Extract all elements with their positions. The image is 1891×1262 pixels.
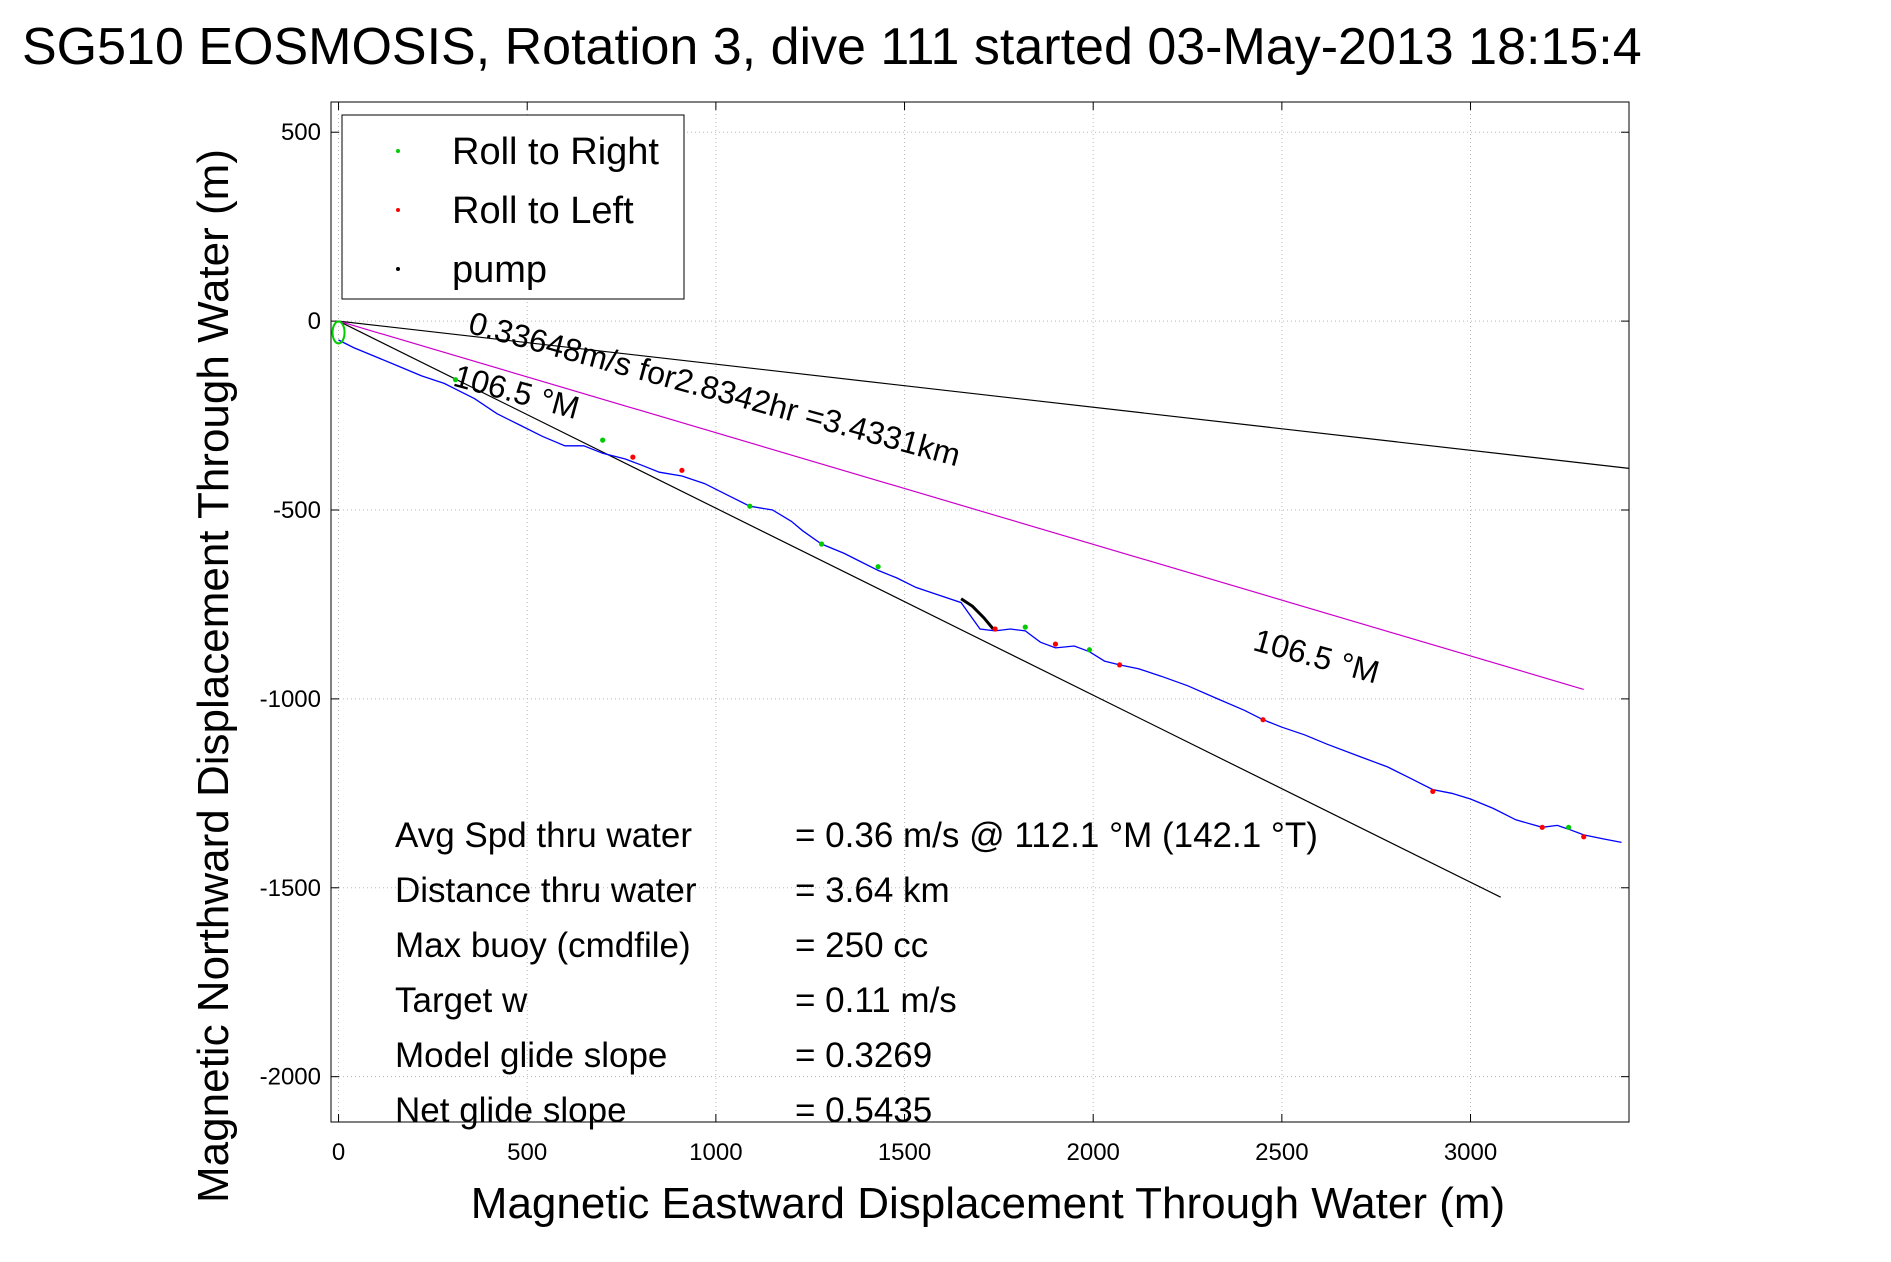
roll-left-point xyxy=(1539,824,1545,830)
y-axis-label: Magnetic Northward Displacement Through … xyxy=(189,149,238,1203)
roll-left-point xyxy=(1581,834,1587,840)
legend-entry-label: pump xyxy=(452,249,547,291)
tick-layer: 0 500 1000 1500 2000 2500 3000 500 0 -500 -1000 -15… xyxy=(260,102,1629,1166)
y-tick-label: 0 xyxy=(308,308,321,335)
x-tick-label: 500 xyxy=(507,1139,547,1166)
stat-label: Net glide slope xyxy=(395,1091,627,1130)
y-tick-label: -1000 xyxy=(260,686,321,713)
stat-value: = 0.3269 xyxy=(795,1036,932,1075)
x-axis-label: Magnetic Eastward Displacement Through W… xyxy=(471,1179,1505,1228)
roll-left-point xyxy=(630,454,636,460)
legend-entry-label: Roll to Right xyxy=(452,131,659,173)
plot-frame xyxy=(330,101,1630,1123)
roll-right-point xyxy=(1022,624,1028,630)
roll-left-point xyxy=(679,467,685,473)
glider-track-line xyxy=(338,339,1622,844)
stat-value: = 250 cc xyxy=(795,926,928,965)
y-tick-label: -1500 xyxy=(260,875,321,902)
heading-line-shallow xyxy=(338,320,1630,469)
start-marker xyxy=(331,320,346,345)
y-tick-label: -2000 xyxy=(260,1064,321,1091)
legend: Roll to Right Roll to Left pump xyxy=(341,114,685,300)
roll-left-point xyxy=(1117,662,1123,668)
legend-marker xyxy=(396,267,400,271)
legend-marker xyxy=(396,208,400,212)
roll-left-point xyxy=(1052,641,1059,647)
x-tick-label: 3000 xyxy=(1444,1139,1497,1166)
roll-left-point xyxy=(1430,788,1436,795)
stat-label: Avg Spd thru water xyxy=(395,816,692,855)
chart-title: SG510 EOSMOSIS, Rotation 3, dive 111 sta… xyxy=(22,18,1642,76)
roll-left-point xyxy=(992,626,998,632)
roll-right-point xyxy=(1566,824,1572,830)
stat-value: = 0.5435 xyxy=(795,1091,932,1130)
roll-right-point xyxy=(600,437,606,443)
x-tick-label: 1000 xyxy=(689,1139,742,1166)
heading-line-magenta xyxy=(338,320,1584,690)
pump-segment xyxy=(960,597,995,630)
y-tick-label: 500 xyxy=(281,119,321,146)
stat-value: = 3.64 km xyxy=(795,871,950,910)
roll-right-point xyxy=(1086,647,1093,653)
stat-value: = 0.11 m/s xyxy=(795,981,957,1020)
roll-right-point xyxy=(818,541,825,547)
data-layer xyxy=(331,320,1630,898)
x-tick-label: 2500 xyxy=(1255,1139,1308,1166)
legend-entry-label: Roll to Left xyxy=(452,190,634,232)
roll-right-point xyxy=(875,564,881,570)
x-tick-label: 0 xyxy=(332,1139,345,1166)
roll-right-point xyxy=(452,377,459,383)
y-tick-label: -500 xyxy=(273,497,321,524)
x-tick-label: 1500 xyxy=(878,1139,931,1166)
roll-left-point xyxy=(1260,717,1266,723)
stat-label: Target w xyxy=(395,981,528,1020)
stats-layer: Avg Spd thru water = 0.36 m/s @ 112.1 °M … xyxy=(395,816,1318,1130)
heading-line-steep xyxy=(338,320,1501,898)
stat-label: Max buoy (cmdfile) xyxy=(395,926,691,965)
roll-right-point xyxy=(747,503,753,509)
stat-label: Distance thru water xyxy=(395,871,697,910)
stat-label: Model glide slope xyxy=(395,1036,667,1075)
x-tick-label: 2000 xyxy=(1067,1139,1120,1166)
legend-marker xyxy=(396,149,400,153)
stat-value: = 0.36 m/s @ 112.1 °M (142.1 °T) xyxy=(795,816,1318,855)
